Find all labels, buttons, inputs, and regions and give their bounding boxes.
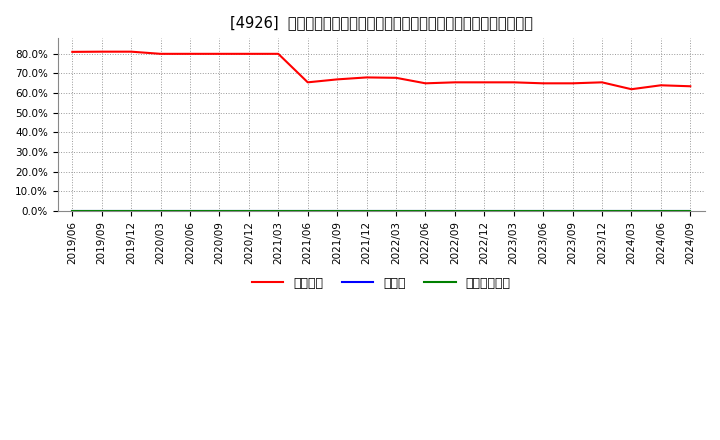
Legend: 自己資本, のれん, 繰延税金資産: 自己資本, のれん, 繰延税金資産	[247, 272, 516, 295]
繰延税金資産	[510, 209, 518, 214]
のれん	[510, 209, 518, 214]
自己資本	[333, 77, 341, 82]
のれん	[362, 209, 371, 214]
自己資本	[568, 81, 577, 86]
繰延税金資産	[568, 209, 577, 214]
自己資本	[245, 51, 253, 56]
のれん	[303, 209, 312, 214]
自己資本	[274, 51, 283, 56]
のれん	[598, 209, 606, 214]
Line: 自己資本: 自己資本	[72, 51, 690, 89]
繰延税金資産	[539, 209, 547, 214]
のれん	[186, 209, 194, 214]
のれん	[451, 209, 459, 214]
繰延税金資産	[274, 209, 283, 214]
自己資本	[156, 51, 165, 56]
自己資本	[480, 80, 489, 85]
自己資本	[186, 51, 194, 56]
繰延税金資産	[362, 209, 371, 214]
自己資本	[539, 81, 547, 86]
自己資本	[97, 49, 106, 54]
のれん	[657, 209, 665, 214]
自己資本	[451, 80, 459, 85]
繰延税金資産	[97, 209, 106, 214]
自己資本	[421, 81, 430, 86]
繰延税金資産	[421, 209, 430, 214]
繰延税金資産	[215, 209, 224, 214]
繰延税金資産	[186, 209, 194, 214]
自己資本	[686, 84, 695, 89]
のれん	[127, 209, 135, 214]
繰延税金資産	[627, 209, 636, 214]
自己資本	[303, 80, 312, 85]
自己資本	[215, 51, 224, 56]
のれん	[480, 209, 489, 214]
のれん	[215, 209, 224, 214]
自己資本	[362, 75, 371, 80]
繰延税金資産	[451, 209, 459, 214]
自己資本	[510, 80, 518, 85]
繰延税金資産	[156, 209, 165, 214]
のれん	[627, 209, 636, 214]
繰延税金資産	[598, 209, 606, 214]
のれん	[68, 209, 76, 214]
のれん	[333, 209, 341, 214]
自己資本	[598, 80, 606, 85]
自己資本	[627, 87, 636, 92]
Title: [4926]  自己資本、のれん、繰延税金資産の総資産に対する比率の推移: [4926] 自己資本、のれん、繰延税金資産の総資産に対する比率の推移	[230, 15, 533, 30]
のれん	[156, 209, 165, 214]
自己資本	[127, 49, 135, 54]
自己資本	[68, 49, 76, 55]
のれん	[686, 209, 695, 214]
のれん	[421, 209, 430, 214]
繰延税金資産	[657, 209, 665, 214]
繰延税金資産	[245, 209, 253, 214]
のれん	[274, 209, 283, 214]
自己資本	[392, 75, 400, 81]
のれん	[97, 209, 106, 214]
繰延税金資産	[333, 209, 341, 214]
のれん	[568, 209, 577, 214]
繰延税金資産	[686, 209, 695, 214]
繰延税金資産	[480, 209, 489, 214]
のれん	[392, 209, 400, 214]
自己資本	[657, 83, 665, 88]
のれん	[539, 209, 547, 214]
のれん	[245, 209, 253, 214]
繰延税金資産	[68, 209, 76, 214]
繰延税金資産	[392, 209, 400, 214]
繰延税金資産	[303, 209, 312, 214]
繰延税金資産	[127, 209, 135, 214]
